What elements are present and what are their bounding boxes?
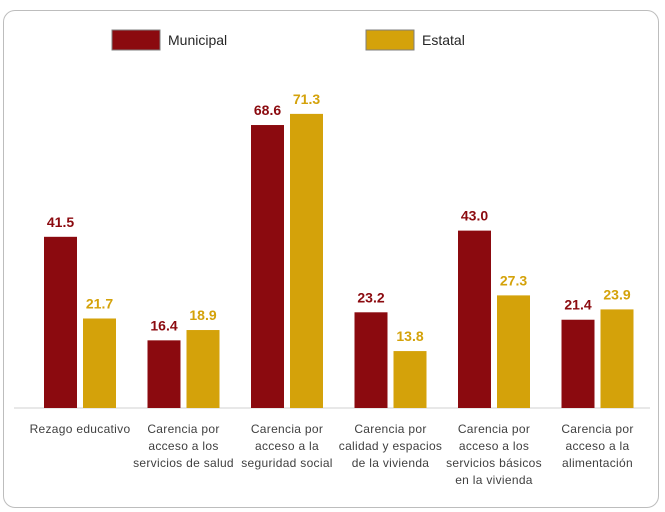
legend-swatch [111,29,161,51]
chart-frame [3,10,659,508]
bar [600,309,634,408]
bar [458,230,491,408]
x-tick-label: Rezago educativo [29,422,131,436]
value-label: 13.8 [396,328,423,344]
x-tick-label: Carencia por acceso a los servicios de s… [133,422,234,470]
bar [147,340,181,408]
bar [251,125,284,409]
value-label: 16.4 [150,317,177,333]
legend-label: Municipal [168,32,227,48]
bar [354,312,388,408]
legend-swatch [365,29,415,51]
value-label: 21.4 [564,297,591,313]
value-label: 68.6 [254,102,281,118]
value-label: 21.7 [86,295,113,311]
bar [83,318,116,408]
value-label: 27.3 [500,272,527,288]
x-tick-label: Carencia por calidad y espacios de la vi… [338,422,443,470]
value-label: 41.5 [47,214,74,230]
legend-label: Estatal [422,32,465,48]
value-label: 23.9 [603,286,630,302]
x-tick-label: Carencia por acceso a la alimentación [561,422,634,470]
bar [186,330,220,408]
value-label: 43.0 [461,208,488,224]
bar [44,236,77,408]
bar [561,319,595,408]
value-label: 23.2 [357,289,384,305]
bar [393,351,427,408]
x-tick-label: Carencia por acceso a los servicios bási… [446,422,542,487]
value-label: 71.3 [293,91,320,107]
value-label: 18.9 [189,307,216,323]
bar [290,113,323,408]
bar [497,295,530,408]
x-tick-label: Carencia por acceso a la seguridad socia… [241,422,333,470]
